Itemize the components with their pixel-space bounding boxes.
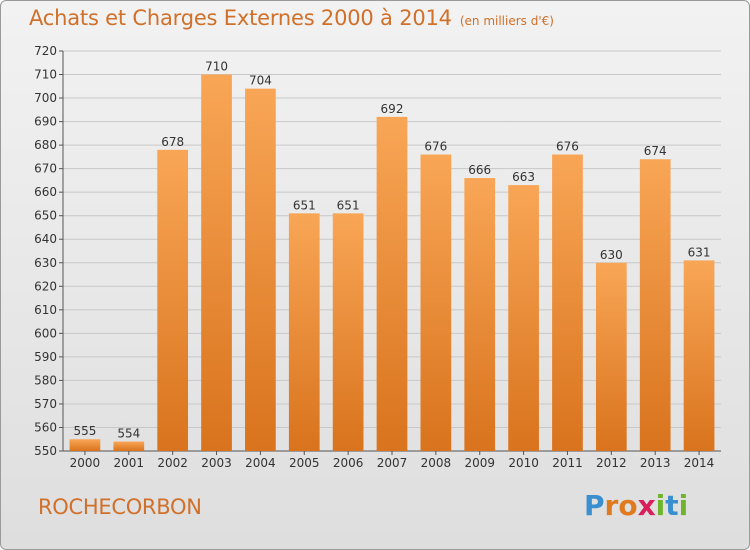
y-tick-label: 700	[34, 91, 57, 105]
y-tick-label: 690	[34, 115, 57, 129]
bar	[157, 149, 189, 451]
chart-title: Achats et Charges Externes 2000 à 2014 (e…	[29, 6, 554, 30]
logo-letter: r	[604, 489, 619, 522]
logo-letter: x	[637, 489, 656, 522]
logo-letter: i	[678, 489, 689, 522]
x-tick-label: 2014	[684, 456, 715, 470]
data-label: 674	[644, 144, 667, 158]
data-label: 663	[512, 170, 535, 184]
y-tick-label: 570	[34, 397, 57, 411]
chart-title-text: Achats et Charges Externes 2000 à 2014	[29, 6, 452, 30]
y-tick-label: 600	[34, 326, 57, 340]
logo-letter: i	[655, 489, 666, 522]
y-tick-label: 620	[34, 279, 57, 293]
bar	[332, 213, 364, 451]
y-tick-label: 710	[34, 68, 57, 82]
data-label: 631	[688, 245, 711, 259]
y-tick-label: 560	[34, 420, 57, 434]
y-tick-label: 680	[34, 138, 57, 152]
data-label: 630	[600, 248, 623, 262]
data-label: 710	[205, 60, 228, 74]
x-tick-label: 2010	[508, 456, 539, 470]
x-tick-label: 2007	[377, 456, 408, 470]
data-label: 678	[161, 135, 184, 149]
commune-name: ROCHECORBON	[38, 495, 202, 519]
x-tick-label: 2013	[640, 456, 671, 470]
proxiti-logo: Proxiti	[584, 489, 688, 522]
bar	[464, 178, 496, 451]
x-tick-label: 2008	[421, 456, 452, 470]
x-tick-label: 2012	[596, 456, 627, 470]
data-label: 676	[556, 140, 579, 154]
bar	[683, 260, 715, 451]
data-label: 704	[249, 74, 272, 88]
x-tick-label: 2009	[464, 456, 495, 470]
bar	[420, 154, 452, 451]
bar	[508, 185, 539, 451]
logo-letter: P	[584, 489, 605, 522]
bar	[69, 439, 101, 451]
data-label: 666	[468, 163, 491, 177]
y-tick-label: 720	[34, 44, 57, 58]
x-tick-label: 2011	[552, 456, 583, 470]
data-label: 676	[424, 140, 447, 154]
x-tick-label: 2001	[114, 456, 145, 470]
bar	[595, 262, 627, 451]
y-tick-label: 660	[34, 185, 57, 199]
data-label: 554	[117, 427, 140, 441]
bar	[113, 441, 145, 451]
data-label: 692	[381, 102, 404, 116]
logo-letter: o	[618, 489, 638, 522]
bar	[639, 159, 671, 451]
x-tick-label: 2002	[157, 456, 188, 470]
data-label: 555	[73, 424, 96, 438]
chart-subtitle: (en milliers d'€)	[459, 14, 554, 28]
x-tick-label: 2006	[333, 456, 364, 470]
x-tick-label: 2005	[289, 456, 320, 470]
x-tick-label: 2003	[201, 456, 232, 470]
y-tick-label: 650	[34, 209, 57, 223]
y-tick-label: 630	[34, 256, 57, 270]
x-tick-label: 2000	[70, 456, 101, 470]
y-tick-label: 670	[34, 162, 57, 176]
data-label: 651	[337, 198, 360, 212]
bar	[201, 74, 232, 451]
y-tick-label: 640	[34, 232, 57, 246]
bar	[245, 88, 276, 451]
y-tick-label: 550	[34, 444, 57, 458]
bar	[376, 116, 408, 451]
y-tick-label: 590	[34, 350, 57, 364]
y-tick-label: 610	[34, 303, 57, 317]
y-tick-label: 580	[34, 373, 57, 387]
bar	[552, 154, 583, 451]
data-label: 651	[293, 198, 316, 212]
logo-letter: t	[665, 489, 679, 522]
bar	[288, 213, 320, 451]
x-tick-label: 2004	[245, 456, 276, 470]
